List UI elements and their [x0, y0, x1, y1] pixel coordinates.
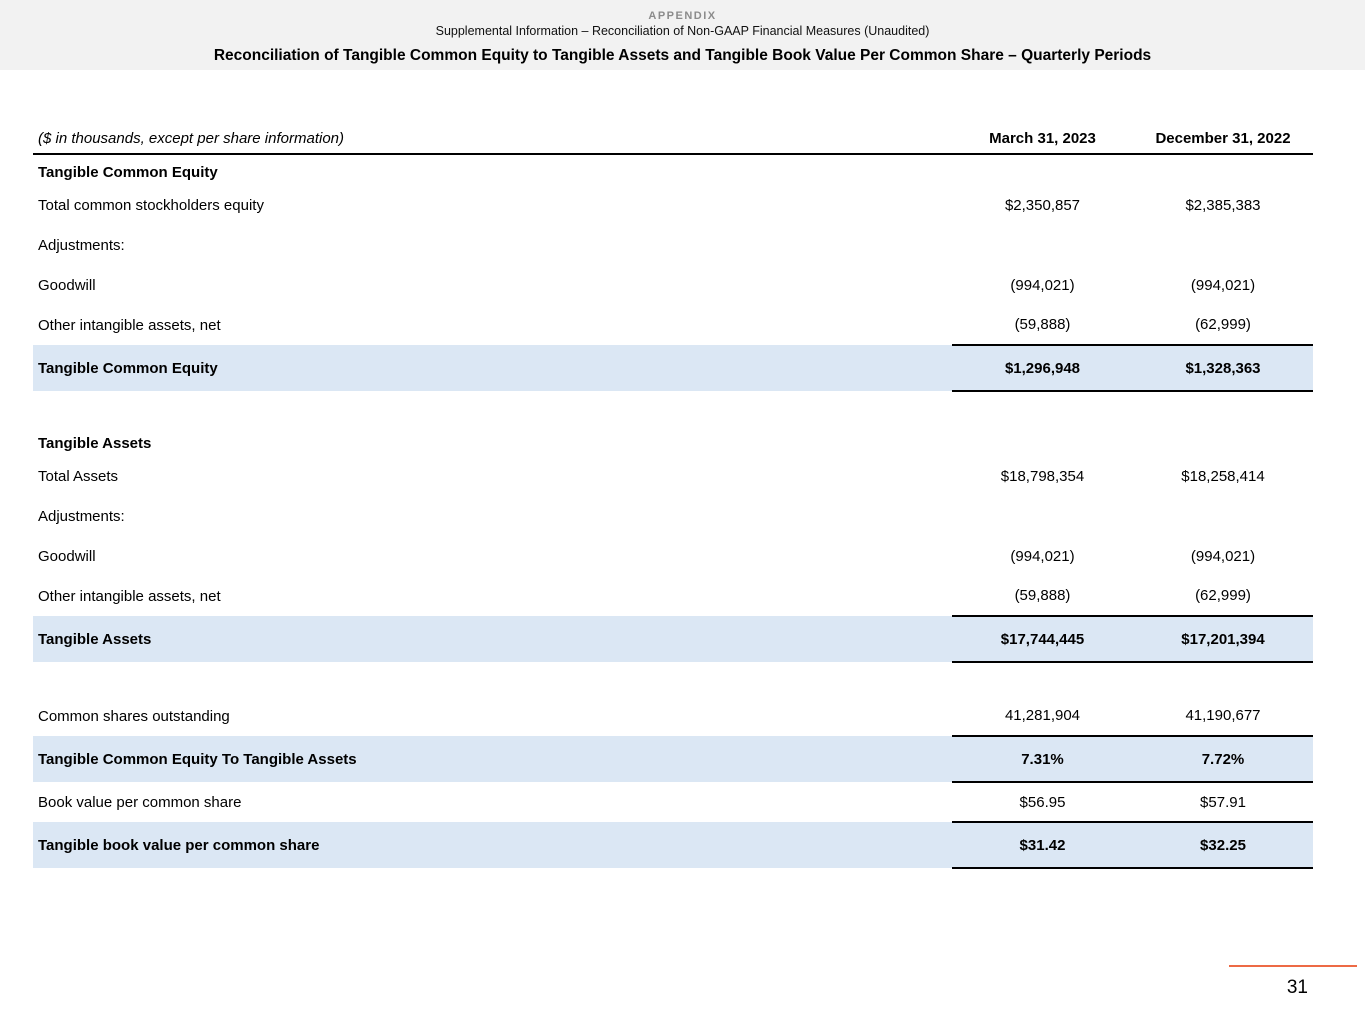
- value-cell: $17,744,445: [952, 615, 1133, 663]
- value-cell: $57.91: [1133, 782, 1313, 823]
- table-row: Goodwill (994,021) (994,021): [33, 265, 1313, 305]
- row-label: [33, 662, 952, 696]
- table-row: Common shares outstanding 41,281,904 41,19…: [33, 696, 1313, 736]
- footer-accent-line: [1229, 965, 1357, 967]
- value-cell: 41,281,904: [1004, 707, 1081, 724]
- row-label: Goodwill: [38, 547, 96, 565]
- table-row: Book value per common share $56.95 $57.91: [33, 782, 1313, 823]
- table-row: Tangible book value per common share $31.…: [33, 822, 1313, 869]
- value-cell: 7.72%: [1133, 735, 1313, 783]
- table-header-row: ($ in thousands, except per share inform…: [33, 128, 1313, 155]
- table-row: Other intangible assets, net (59,888) (62,…: [33, 576, 1313, 616]
- table-row: Total Assets $18,798,354 $18,258,414: [33, 456, 1313, 496]
- value-cell: 7.31%: [952, 735, 1133, 783]
- table-row: Adjustments:: [33, 496, 1313, 536]
- page-number: 31: [1286, 977, 1308, 998]
- value-cell: (59,888): [1014, 316, 1071, 333]
- value-cell: (62,999): [1195, 316, 1251, 333]
- row-label: Other intangible assets, net: [38, 316, 221, 334]
- row-label: Tangible Common Equity To Tangible Asset…: [33, 736, 952, 782]
- value-cell: [952, 225, 1133, 265]
- table-row: Tangible Common Equity: [33, 154, 1313, 185]
- value-cell: $31.42: [952, 822, 1133, 869]
- value-cell: 41,190,677: [1185, 707, 1261, 724]
- table-row: Tangible Assets $17,744,445 $17,201,394: [33, 615, 1313, 663]
- table-row: [33, 662, 1313, 696]
- value-cell: (994,021): [1010, 276, 1075, 294]
- slide-body: ($ in thousands, except per share inform…: [33, 128, 1313, 869]
- value-cell: (994,021): [1190, 276, 1256, 294]
- row-label: Tangible book value per common share: [33, 822, 952, 868]
- value-cell: (59,888): [1014, 587, 1071, 604]
- table-row: Tangible Assets: [33, 425, 1313, 456]
- table-row: Goodwill (994,021) (994,021): [33, 536, 1313, 576]
- value-cell: $32.25: [1133, 822, 1313, 869]
- appendix-label: APPENDIX: [648, 10, 717, 22]
- table-row: Tangible Common Equity $1,296,948 $1,328,3…: [33, 344, 1313, 392]
- row-label: Total Assets: [38, 467, 119, 485]
- value-cell: [952, 391, 1133, 425]
- value-cell: (62,999): [1195, 587, 1251, 604]
- column-header-december-2022: December 31, 2022: [1133, 128, 1313, 155]
- reconciliation-table: ($ in thousands, except per share inform…: [33, 128, 1313, 869]
- table-row: Other intangible assets, net (59,888) (62,…: [33, 305, 1313, 345]
- row-label: Tangible Assets: [33, 616, 952, 662]
- row-label: Total common stockholders equity: [38, 196, 264, 214]
- value-cell: $1,328,363: [1133, 344, 1313, 392]
- row-label: Adjustments:: [38, 507, 125, 525]
- row-label: Other intangible assets, net: [38, 587, 221, 605]
- value-cell: [1133, 225, 1313, 265]
- row-label: Goodwill: [38, 276, 96, 294]
- row-label: Common shares outstanding: [38, 707, 230, 725]
- table-row: Adjustments:: [33, 225, 1313, 265]
- value-cell: [1133, 425, 1313, 456]
- table-row: Total common stockholders equity $2,350,8…: [33, 185, 1313, 225]
- value-cell: $18,258,414: [1181, 467, 1265, 485]
- row-label: Tangible Common Equity: [38, 164, 218, 181]
- value-cell: $2,350,857: [1004, 196, 1081, 214]
- value-cell: [1133, 496, 1313, 536]
- slide-header: APPENDIX Supplemental Information – Reco…: [0, 0, 1365, 70]
- table-caption: ($ in thousands, except per share inform…: [33, 128, 952, 155]
- row-label: Tangible Common Equity: [33, 345, 952, 391]
- value-cell: $56.95: [952, 782, 1133, 823]
- value-cell: (994,021): [1010, 547, 1075, 565]
- row-label: Adjustments:: [38, 236, 125, 254]
- row-label: Tangible Assets: [38, 435, 152, 452]
- value-cell: $18,798,354: [1000, 467, 1085, 485]
- value-cell: $17,201,394: [1133, 615, 1313, 663]
- table-row: [33, 391, 1313, 425]
- value-cell: [1133, 391, 1313, 425]
- row-label: [33, 391, 952, 425]
- value-cell: $1,296,948: [952, 344, 1133, 392]
- value-cell: [952, 662, 1133, 696]
- value-cell: (994,021): [1190, 547, 1256, 565]
- value-cell: [952, 425, 1133, 456]
- column-header-march-2023: March 31, 2023: [952, 128, 1133, 155]
- row-label: Book value per common share: [38, 793, 242, 811]
- value-cell: [1133, 154, 1313, 185]
- table-row: Tangible Common Equity To Tangible Asset…: [33, 735, 1313, 783]
- value-cell: $2,385,383: [1185, 196, 1261, 214]
- page-title: Reconciliation of Tangible Common Equity…: [213, 47, 1152, 64]
- value-cell: [952, 154, 1133, 185]
- header-subtitle: Supplemental Information – Reconciliatio…: [435, 24, 930, 38]
- value-cell: [1133, 662, 1313, 696]
- value-cell: [952, 496, 1133, 536]
